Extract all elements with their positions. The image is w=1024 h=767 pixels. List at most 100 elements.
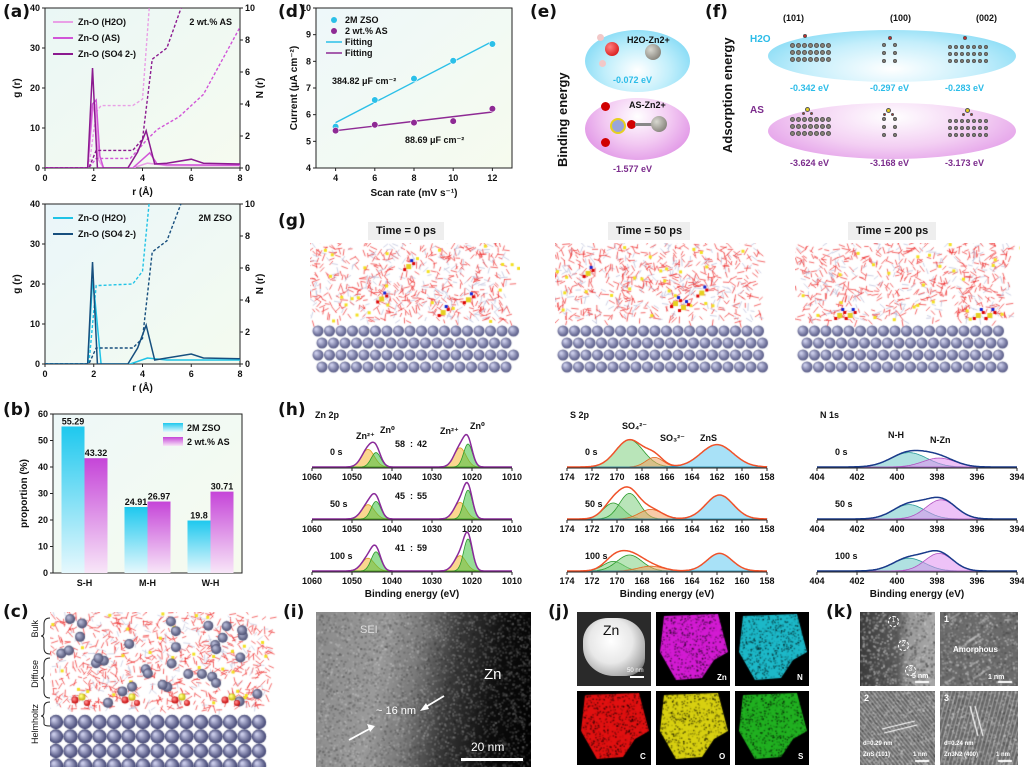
x-tick-label: 8 [237,173,242,183]
x-tick-label: 4 [140,369,145,379]
panel-label-h: (h) [278,400,306,420]
y2-tick-label: 8 [245,35,250,45]
atom [882,43,886,47]
edl-md-canvas [50,612,280,767]
region-1-number: 1 [944,614,950,624]
ratio-zn0: 55 [417,491,427,501]
x-tick-label: 402 [849,524,864,534]
peak-label-zn2plus: Zn²⁺ [440,426,459,436]
x-tick-label: 174 [559,524,574,534]
atom [814,124,819,129]
x-tick-label: 168 [634,576,649,586]
atom [820,43,825,48]
row-label-as: AS [750,105,764,116]
atom [820,57,825,62]
x-tick-label: 6 [189,369,194,379]
region-2-phase: ZnS (101) [863,752,891,758]
atom [826,43,831,48]
atom [888,36,892,40]
y2-tick-label: 8 [245,231,250,241]
region-2-scale: 1 nm [913,752,928,758]
atom [966,45,970,49]
scale-bar [461,758,523,761]
x-tick-label: 162 [709,524,724,534]
rdf-line-1 [45,261,240,364]
region-1-scale: 1 nm [988,674,1005,681]
atom [954,52,958,56]
ratio-zn2plus: 41 [395,543,405,553]
x-tick-label: 398 [929,524,944,534]
x-tick-label: 172 [584,576,599,586]
x-tick-label: 6 [189,173,194,183]
atom [966,59,970,63]
tem-texture [316,612,531,767]
x-tick-label: 162 [709,472,724,482]
md-snapshot-200ps [795,243,1020,378]
atom [803,34,807,38]
binding-energy-axis-label: Binding energy [555,72,570,168]
panel-label-b: (b) [3,400,31,420]
x-tick-label: 404 [809,524,824,534]
atom [826,124,831,129]
y-tick-label: 60 [38,409,48,419]
ratio-zn2plus: 58 [395,439,405,449]
atom [972,52,976,56]
chart-annotation: 2M ZSO [198,213,232,223]
xps-zn2p-chart: Zn 2p 1060 1050 1040 1030 1020 1010 0 s 1060 1050… [302,410,522,600]
atom [796,43,801,48]
atom [796,124,801,129]
eds-label-o: O [719,752,726,761]
overview-scale-label: 5 nm [912,673,929,680]
facet-101: (101) [783,13,805,23]
atom [948,126,952,130]
x-tick-label: 168 [634,524,649,534]
x-tick-label: 1060 [302,472,322,482]
y-tick-label: 10 [38,542,48,552]
x-tick-label: 158 [759,576,774,586]
atom [960,126,964,130]
bar [61,426,85,573]
atom [972,133,976,137]
y2-tick-label: 2 [245,131,250,141]
x-tick-label: 394 [1009,524,1024,534]
y2-tick-label: 6 [245,263,250,273]
x-tick-label: 400 [889,524,904,534]
atom [984,126,988,130]
oxygen-atom [627,120,636,129]
md-snapshot-0ps [310,243,520,378]
bar-value-label: 55.29 [62,416,85,426]
atom [882,125,886,129]
atom [966,52,970,56]
y-tick-label: 9 [306,30,311,40]
bar [147,501,171,573]
energy-h2o-002: -0.283 eV [945,83,985,93]
time-label: 0 s [835,447,848,457]
atom [960,133,964,137]
atom [984,133,988,137]
ratio-separator: : [410,543,413,553]
atom [960,52,964,56]
y-axis-label: Current (μA cm⁻²) [289,46,300,130]
x-tick-label: 158 [759,524,774,534]
data-point [410,119,418,127]
panel-label-g: (g) [278,211,306,231]
y-tick-label: 5 [306,136,311,146]
x-tick-label: 166 [659,576,674,586]
energy-h2o-100: -0.297 eV [870,83,910,93]
x-tick-label: 164 [684,524,699,534]
adsorption-energy-axis-label: Adsorption energy [720,37,735,154]
atom [893,125,897,129]
time-label: 50 s [330,499,348,509]
bar [210,491,234,573]
hrtem-region-3 [940,691,1018,765]
atom [978,45,982,49]
peak-label-nh: N-H [888,430,904,440]
ratio-zn0: 59 [417,543,427,553]
panel-label-d: (d) [278,2,306,22]
atom [893,117,897,121]
y-tick-label: 50 [38,436,48,446]
legend-label: 2M ZSO [187,423,221,433]
cn-line-1 [45,204,182,364]
x-tick-label: 1030 [422,576,442,586]
